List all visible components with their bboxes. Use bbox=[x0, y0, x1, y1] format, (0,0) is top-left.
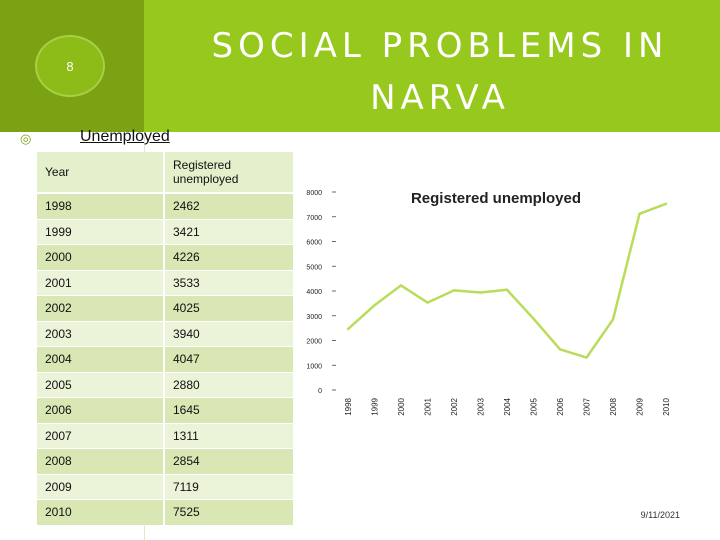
data-point bbox=[452, 289, 456, 292]
data-point bbox=[558, 348, 562, 351]
table-row: 2005 2880 bbox=[37, 372, 293, 398]
table-cell-value: 4226 bbox=[164, 244, 293, 271]
bullet-icon: ◎ bbox=[20, 131, 32, 146]
chart-title: Registered unemployed bbox=[411, 190, 581, 207]
line-chart: Registered unemployed 0 1000 2000 3000 4000 50… bbox=[296, 180, 690, 440]
table-header-registered: Registered unemployed bbox=[164, 152, 293, 194]
y-tick-label: 0 bbox=[318, 388, 322, 395]
header-title-block bbox=[144, 0, 720, 132]
data-point bbox=[479, 291, 482, 294]
x-tick-label: 1998 bbox=[344, 397, 353, 415]
table-cell-value: 3421 bbox=[164, 219, 293, 245]
table-cell-year: 2005 bbox=[37, 372, 165, 398]
table-cell-year: 2002 bbox=[37, 295, 165, 322]
table-row: 2000 4226 bbox=[37, 244, 293, 271]
data-point bbox=[611, 318, 615, 321]
table-row: 2003 3940 bbox=[37, 321, 293, 347]
x-tick-label: 2004 bbox=[503, 397, 512, 415]
y-tick-label: 8000 bbox=[306, 190, 322, 197]
subheading-text: Unemployed bbox=[80, 128, 170, 145]
table-cell-year: 1999 bbox=[37, 219, 165, 245]
table-cell-value: 2462 bbox=[164, 193, 293, 220]
chart-svg: Registered unemployed 0 1000 2000 3000 4000 50… bbox=[306, 190, 671, 416]
y-tick-label: 3000 bbox=[306, 314, 322, 321]
table-cell-year: 2009 bbox=[37, 474, 165, 500]
table-cell-year: 2007 bbox=[37, 423, 165, 449]
table-header-row: Year Registered unemployed bbox=[37, 152, 293, 194]
x-tick-label: 2010 bbox=[662, 397, 671, 415]
x-tick-label: 2006 bbox=[556, 397, 565, 415]
data-point bbox=[505, 288, 509, 292]
table-cell-year: 1998 bbox=[37, 193, 165, 220]
data-point bbox=[426, 301, 429, 304]
table-cell-value: 2854 bbox=[164, 448, 293, 475]
slide-title: SOCIAL PROBLEMS IN NARVA bbox=[211, 26, 669, 118]
x-tick-label: 2007 bbox=[583, 397, 592, 415]
y-tick-label: 1000 bbox=[306, 363, 322, 370]
y-tick-label: 7000 bbox=[306, 215, 322, 222]
table-row: 2010 7525 bbox=[37, 499, 293, 526]
table-cell-value: 4025 bbox=[164, 295, 293, 322]
table-cell-value: 1645 bbox=[164, 397, 293, 424]
table-row: 2009 7119 bbox=[37, 474, 293, 500]
series-line bbox=[347, 202, 667, 359]
table-row: 2002 4025 bbox=[37, 295, 293, 322]
table-cell-year: 2008 bbox=[37, 448, 165, 475]
x-tick-label: 2001 bbox=[424, 397, 433, 415]
table-cell-value: 1311 bbox=[164, 423, 293, 449]
data-point bbox=[585, 356, 588, 359]
table-row: 2004 4047 bbox=[37, 346, 293, 373]
unemployment-table: Year Registered unemployed 1998 2462 1999 3… bbox=[37, 152, 293, 526]
table-row: 1998 2462 bbox=[37, 193, 293, 220]
table-cell-value: 4047 bbox=[164, 346, 293, 373]
data-point bbox=[346, 327, 350, 331]
table-cell-year: 2004 bbox=[37, 346, 165, 373]
data-point bbox=[532, 317, 535, 320]
table-cell-value: 3940 bbox=[164, 321, 293, 347]
subheading: ◎ Unemployed bbox=[20, 128, 320, 152]
y-tick-label: 2000 bbox=[306, 339, 322, 346]
table-cell-year: 2001 bbox=[37, 270, 165, 296]
y-tick-label: 6000 bbox=[306, 240, 322, 247]
y-tick-label: 5000 bbox=[306, 264, 322, 271]
table-row: 2001 3533 bbox=[37, 270, 293, 296]
table-row: 1999 3421 bbox=[37, 219, 293, 245]
x-tick-label: 2002 bbox=[450, 397, 459, 415]
slide-number-badge: 8 bbox=[35, 35, 105, 97]
x-tick-label: 2009 bbox=[636, 397, 645, 415]
x-tick-label: 2005 bbox=[530, 397, 539, 415]
table-cell-year: 2006 bbox=[37, 397, 165, 424]
x-tick-label: 2003 bbox=[477, 397, 486, 415]
data-point bbox=[373, 304, 376, 307]
slide-date: 9/11/2021 bbox=[640, 510, 680, 520]
table-row: 2007 1311 bbox=[37, 423, 293, 449]
x-tick-label: 2008 bbox=[609, 397, 618, 415]
table-cell-year: 2010 bbox=[37, 499, 165, 526]
table-row: 2006 1645 bbox=[37, 397, 293, 424]
table-row: 2008 2854 bbox=[37, 448, 293, 475]
table-header-year: Year bbox=[37, 152, 165, 194]
table-cell-value: 7119 bbox=[164, 474, 293, 500]
data-point bbox=[399, 284, 403, 287]
y-tick-label: 4000 bbox=[306, 289, 322, 296]
data-point bbox=[638, 212, 641, 216]
x-tick-label: 1999 bbox=[371, 397, 380, 415]
slide-number: 8 bbox=[66, 59, 74, 74]
table-cell-year: 2003 bbox=[37, 321, 165, 347]
table-cell-value: 2880 bbox=[164, 372, 293, 398]
x-tick-label: 2000 bbox=[397, 397, 406, 415]
data-point bbox=[664, 202, 668, 205]
table-cell-value: 3533 bbox=[164, 270, 293, 296]
table-cell-value: 7525 bbox=[164, 499, 293, 526]
table-cell-year: 2000 bbox=[37, 244, 165, 271]
